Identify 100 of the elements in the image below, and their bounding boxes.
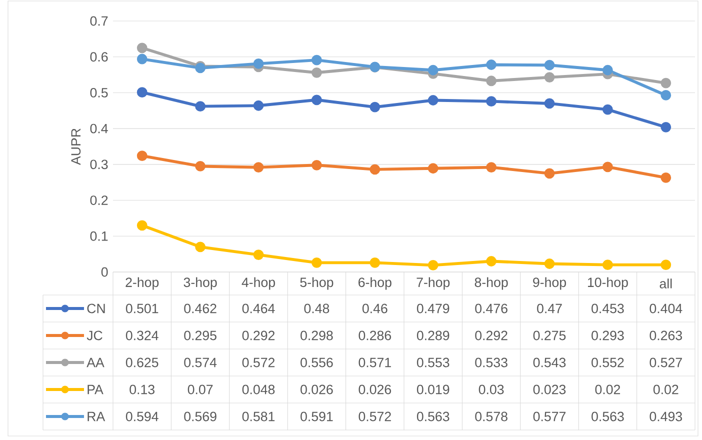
- data-label: 0.476: [475, 304, 508, 314]
- point: [136, 87, 148, 98]
- point: [486, 76, 496, 86]
- point: [486, 60, 496, 70]
- x-tick-label: 9-hop: [533, 277, 566, 290]
- point: [660, 172, 672, 183]
- y-tick-label: 0.4: [90, 124, 108, 134]
- y-tick-label: 0.3: [90, 160, 108, 170]
- point: [660, 78, 672, 88]
- data-label: 0.026: [358, 384, 392, 394]
- data-label: 0.02: [595, 384, 620, 394]
- point: [195, 161, 206, 172]
- data-label: 0.404: [650, 304, 682, 314]
- point: [428, 260, 438, 270]
- point: [370, 257, 380, 268]
- data-label: 0.479: [416, 304, 450, 314]
- y-axis-title: AUPR: [71, 128, 81, 166]
- point: [544, 72, 555, 83]
- data-label: 0.026: [300, 384, 333, 394]
- data-label: 0.594: [126, 412, 158, 422]
- point: [136, 150, 148, 162]
- data-label: 0.578: [475, 412, 508, 422]
- point: [602, 162, 613, 172]
- point: [370, 164, 380, 175]
- point: [428, 64, 438, 76]
- data-label: 0.46: [362, 304, 388, 314]
- data-label: 0.563: [592, 412, 624, 422]
- point: [253, 100, 264, 111]
- data-label: 0.464: [242, 304, 275, 314]
- data-label: 0.591: [300, 412, 333, 422]
- y-tick-label: 0.7: [90, 16, 108, 26]
- point: [602, 104, 613, 115]
- data-label: 0.48: [304, 304, 330, 314]
- data-label: 0.574: [184, 358, 217, 368]
- point: [660, 122, 672, 132]
- point: [544, 258, 555, 269]
- point: [195, 101, 206, 112]
- point: [253, 250, 264, 260]
- y-tick-label: 0: [101, 267, 108, 277]
- data-label: 0.572: [358, 412, 391, 422]
- legend-label: PA: [88, 384, 104, 394]
- data-label: 0.501: [126, 304, 158, 314]
- data-label: 0.292: [242, 330, 275, 340]
- data-label: 0.453: [592, 304, 624, 314]
- point: [486, 256, 496, 266]
- data-label: 0.286: [358, 330, 392, 340]
- data-label: 0.625: [126, 358, 158, 368]
- point: [136, 54, 148, 64]
- legend-label: CN: [87, 304, 105, 314]
- legend-label: RA: [88, 412, 106, 422]
- point: [544, 168, 555, 179]
- x-tick-label: all: [660, 278, 672, 288]
- point: [544, 98, 555, 109]
- point: [428, 163, 438, 174]
- data-label: 0.292: [475, 330, 508, 340]
- data-label: 0.543: [533, 358, 566, 368]
- data-label: 0.019: [416, 384, 450, 394]
- data-label: 0.577: [533, 412, 566, 422]
- data-label: 0.07: [188, 384, 213, 394]
- data-label: 0.03: [478, 384, 504, 394]
- point: [544, 60, 555, 70]
- x-tick-label: 6-hop: [358, 277, 392, 290]
- x-tick-label: 5-hop: [300, 277, 334, 290]
- x-tick-label: 7-hop: [416, 277, 450, 290]
- data-label: 0.289: [416, 330, 450, 340]
- x-tick-label: 3-hop: [184, 277, 217, 290]
- data-label: 0.048: [242, 384, 275, 394]
- point: [312, 54, 322, 66]
- point: [195, 242, 206, 252]
- data-label: 0.263: [650, 330, 682, 340]
- data-label: 0.295: [184, 330, 216, 340]
- data-label: 0.569: [184, 412, 216, 422]
- data-label: 0.571: [358, 358, 391, 368]
- data-label: 0.023: [533, 384, 566, 394]
- point: [602, 64, 613, 76]
- point: [253, 162, 264, 173]
- data-label: 0.13: [130, 384, 154, 394]
- y-tick-label: 0.5: [90, 88, 108, 98]
- data-label: 0.581: [242, 412, 275, 422]
- data-label: 0.462: [184, 304, 216, 314]
- point: [312, 257, 322, 268]
- data-label: 0.527: [650, 358, 682, 368]
- data-label: 0.556: [300, 358, 333, 368]
- data-label: 0.324: [126, 330, 158, 340]
- y-tick-label: 0.1: [90, 231, 108, 241]
- point: [660, 260, 672, 270]
- point: [312, 67, 322, 78]
- data-label: 0.275: [533, 330, 566, 340]
- point: [602, 260, 613, 270]
- legend-label: JC: [86, 330, 102, 340]
- y-tick-label: 0.6: [90, 52, 108, 62]
- data-label: 0.563: [416, 412, 450, 422]
- point: [486, 96, 496, 107]
- point: [486, 162, 496, 173]
- data-label: 0.298: [300, 330, 333, 340]
- point: [312, 160, 322, 170]
- point: [136, 220, 148, 231]
- data-label: 0.572: [242, 358, 275, 368]
- x-tick-label: 10-hop: [588, 277, 628, 290]
- data-label: 0.553: [416, 358, 450, 368]
